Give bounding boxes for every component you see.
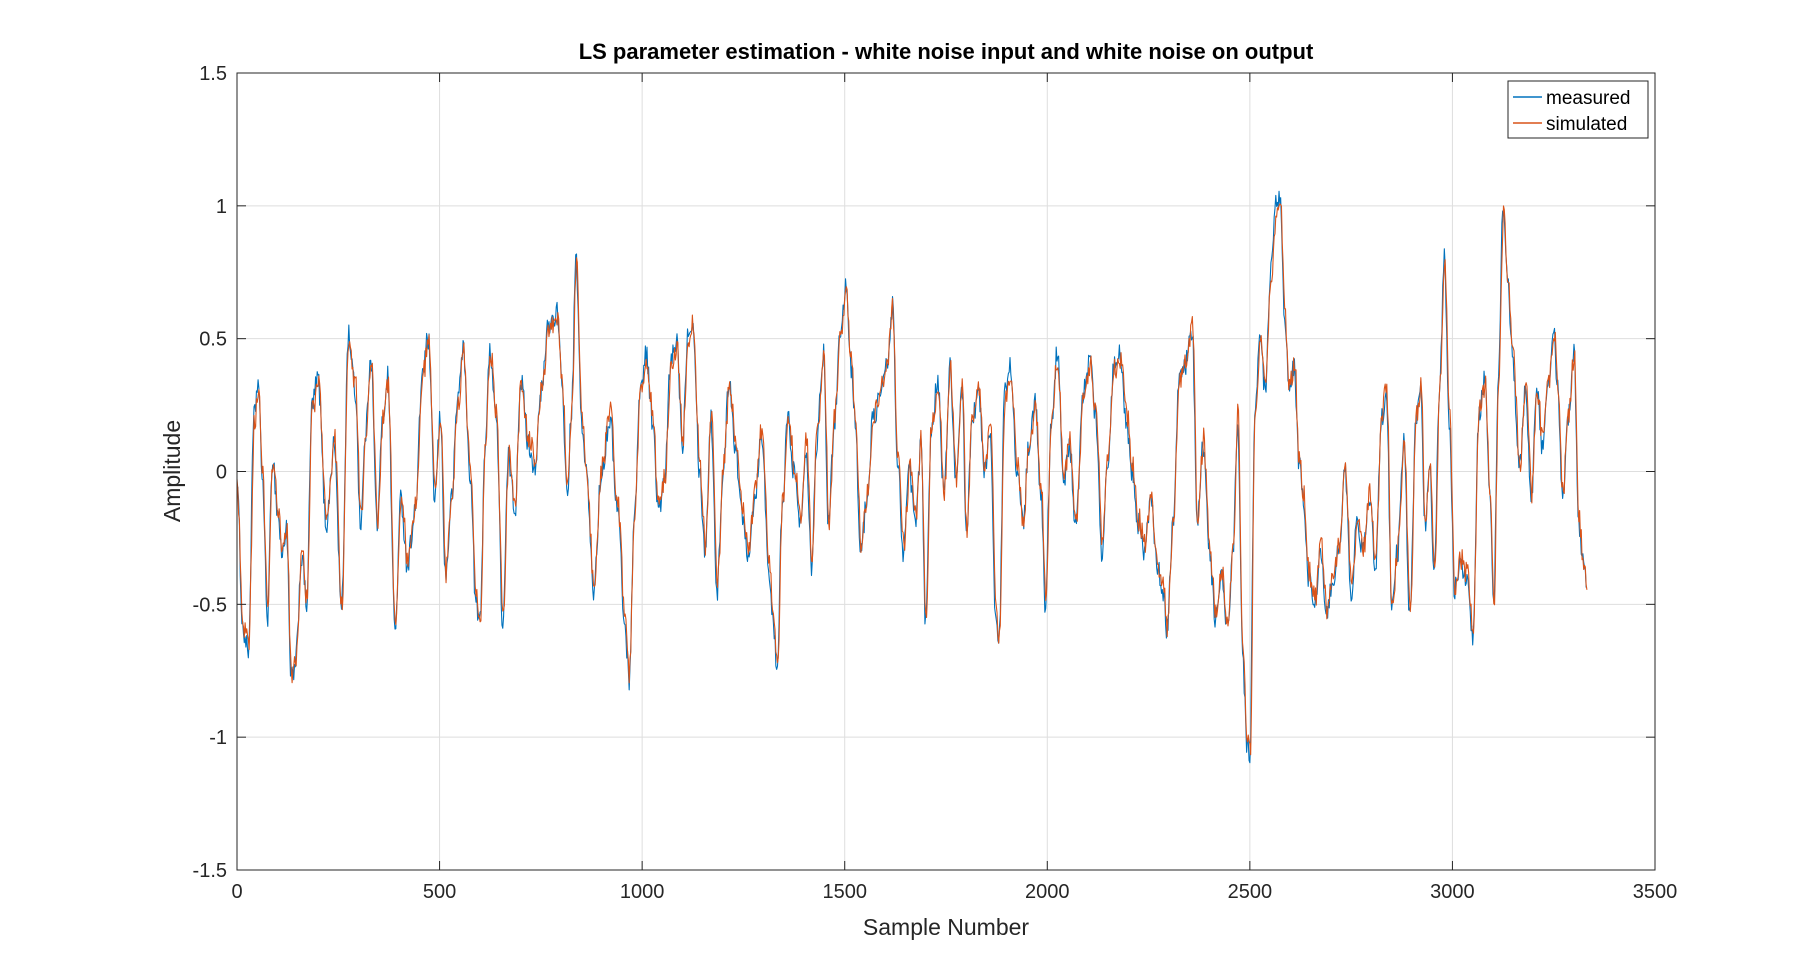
series-line-simulated bbox=[236, 203, 1588, 756]
axis-ticks: 0 500 1000 1500 2000 2500 3000 3500 -1.5 -1 -0.5 0 0… bbox=[193, 63, 1678, 903]
y-tick-label: -1 bbox=[209, 727, 227, 749]
x-tick-label: 2500 bbox=[1228, 881, 1273, 903]
x-tick-label: 3000 bbox=[1430, 881, 1475, 903]
x-tick-label: 2000 bbox=[1025, 881, 1070, 903]
chart-title: LS parameter estimation - white noise in… bbox=[579, 39, 1314, 64]
x-tick-label: 500 bbox=[423, 881, 456, 903]
legend-box bbox=[1507, 80, 1649, 139]
y-axis-label: Amplitude bbox=[159, 420, 185, 522]
legend-label-measured: measured bbox=[1546, 88, 1631, 109]
legend-label-simulated: simulated bbox=[1546, 114, 1627, 135]
x-axis-label: Sample Number bbox=[863, 914, 1030, 940]
x-tick-label: 3500 bbox=[1633, 881, 1678, 903]
legend: measured simulated bbox=[1507, 80, 1649, 139]
y-tick-label: 0.5 bbox=[199, 329, 227, 351]
y-tick-label: 0 bbox=[216, 462, 227, 484]
x-tick-label: 1500 bbox=[822, 881, 867, 903]
series-layer bbox=[236, 190, 1588, 764]
y-tick-label: 1 bbox=[216, 196, 227, 218]
x-tick-label: 0 bbox=[231, 881, 242, 903]
y-tick-label: -1.5 bbox=[193, 860, 227, 882]
x-tick-label: 1000 bbox=[620, 881, 665, 903]
y-tick-label: -0.5 bbox=[193, 594, 227, 616]
y-tick-label: 1.5 bbox=[199, 63, 227, 85]
